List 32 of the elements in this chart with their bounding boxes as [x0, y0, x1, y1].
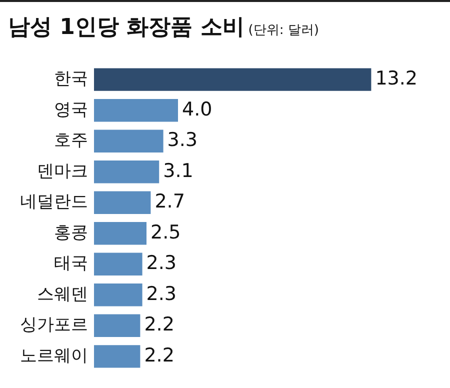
data-label: 2.3	[146, 252, 177, 274]
data-label: 2.3	[146, 282, 177, 305]
bar	[94, 130, 164, 152]
bar	[94, 252, 142, 276]
bar	[94, 284, 142, 306]
y-tick-label: 한국	[54, 69, 88, 89]
bar	[94, 222, 146, 245]
bar	[94, 314, 140, 338]
data-label: 2.7	[154, 190, 185, 213]
data-label: 3.1	[163, 160, 194, 182]
y-tick-label: 스웨덴	[37, 284, 88, 304]
y-tick-label: 네덜란드	[20, 192, 88, 212]
data-label: 2.2	[144, 344, 174, 366]
y-tick-label: 노르웨이	[20, 346, 88, 366]
data-label: 13.2	[375, 68, 418, 90]
bar	[94, 345, 140, 368]
chart-subtitle: (단위: 달러)	[248, 23, 319, 38]
data-label: 2.2	[144, 314, 174, 336]
data-label: 2.5	[150, 221, 181, 244]
y-tick-label: 태국	[54, 254, 88, 274]
y-tick-label: 홍콩	[54, 222, 88, 243]
y-tick-label: 싱가포르	[20, 315, 88, 336]
bar	[94, 160, 160, 184]
data-label: 3.3	[167, 129, 198, 152]
y-tick-label: 영국	[54, 100, 88, 120]
chart-title: 남성 1인당 화장품 소비	[8, 15, 244, 40]
bar	[94, 68, 372, 91]
y-tick-label: 덴마크	[37, 161, 88, 182]
data-label: 4.0	[182, 98, 212, 120]
y-tick-label: 호주	[54, 130, 88, 151]
bar	[94, 98, 178, 122]
bar	[94, 191, 151, 214]
